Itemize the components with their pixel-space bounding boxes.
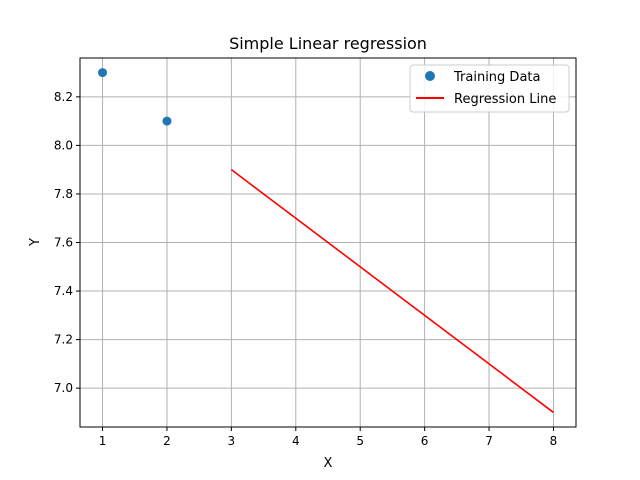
chart-title: Simple Linear regression (229, 34, 427, 53)
x-tick-label: 6 (421, 434, 429, 448)
y-axis-label: Y (28, 238, 43, 247)
training-data-point (162, 116, 172, 126)
y-tick-label: 7.6 (54, 236, 73, 250)
regression-line (230, 169, 554, 414)
x-tick-label: 5 (356, 434, 364, 448)
x-tick-label: 8 (550, 434, 558, 448)
x-tick-label: 7 (485, 434, 493, 448)
legend-marker-training-data (425, 71, 435, 81)
y-tick-label: 7.8 (54, 187, 73, 201)
x-tick-label: 1 (99, 434, 107, 448)
plot-area (98, 68, 554, 414)
training-data-point (98, 68, 108, 78)
y-tick-label: 7.2 (54, 333, 73, 347)
legend-label-regression-line: Regression Line (454, 92, 556, 107)
y-tick-label: 8.0 (54, 138, 73, 152)
x-tick-label: 2 (163, 434, 171, 448)
x-tick-label: 4 (292, 434, 300, 448)
y-tick-label: 7.0 (54, 381, 73, 395)
ticks: 1 2 3 4 5 6 7 8 7.0 7.2 7.4 7.6 7.8 8.0 8.2 (54, 90, 557, 448)
y-tick-label: 7.4 (54, 284, 73, 298)
legend-box (409, 64, 570, 113)
grid (80, 58, 576, 427)
y-tick-label: 8.2 (54, 90, 73, 104)
x-axis-label: X (324, 456, 333, 471)
x-tick-label: 3 (228, 434, 236, 448)
legend-label-training-data: Training Data (453, 70, 540, 85)
legend: Training Data Regression Line (409, 64, 570, 113)
